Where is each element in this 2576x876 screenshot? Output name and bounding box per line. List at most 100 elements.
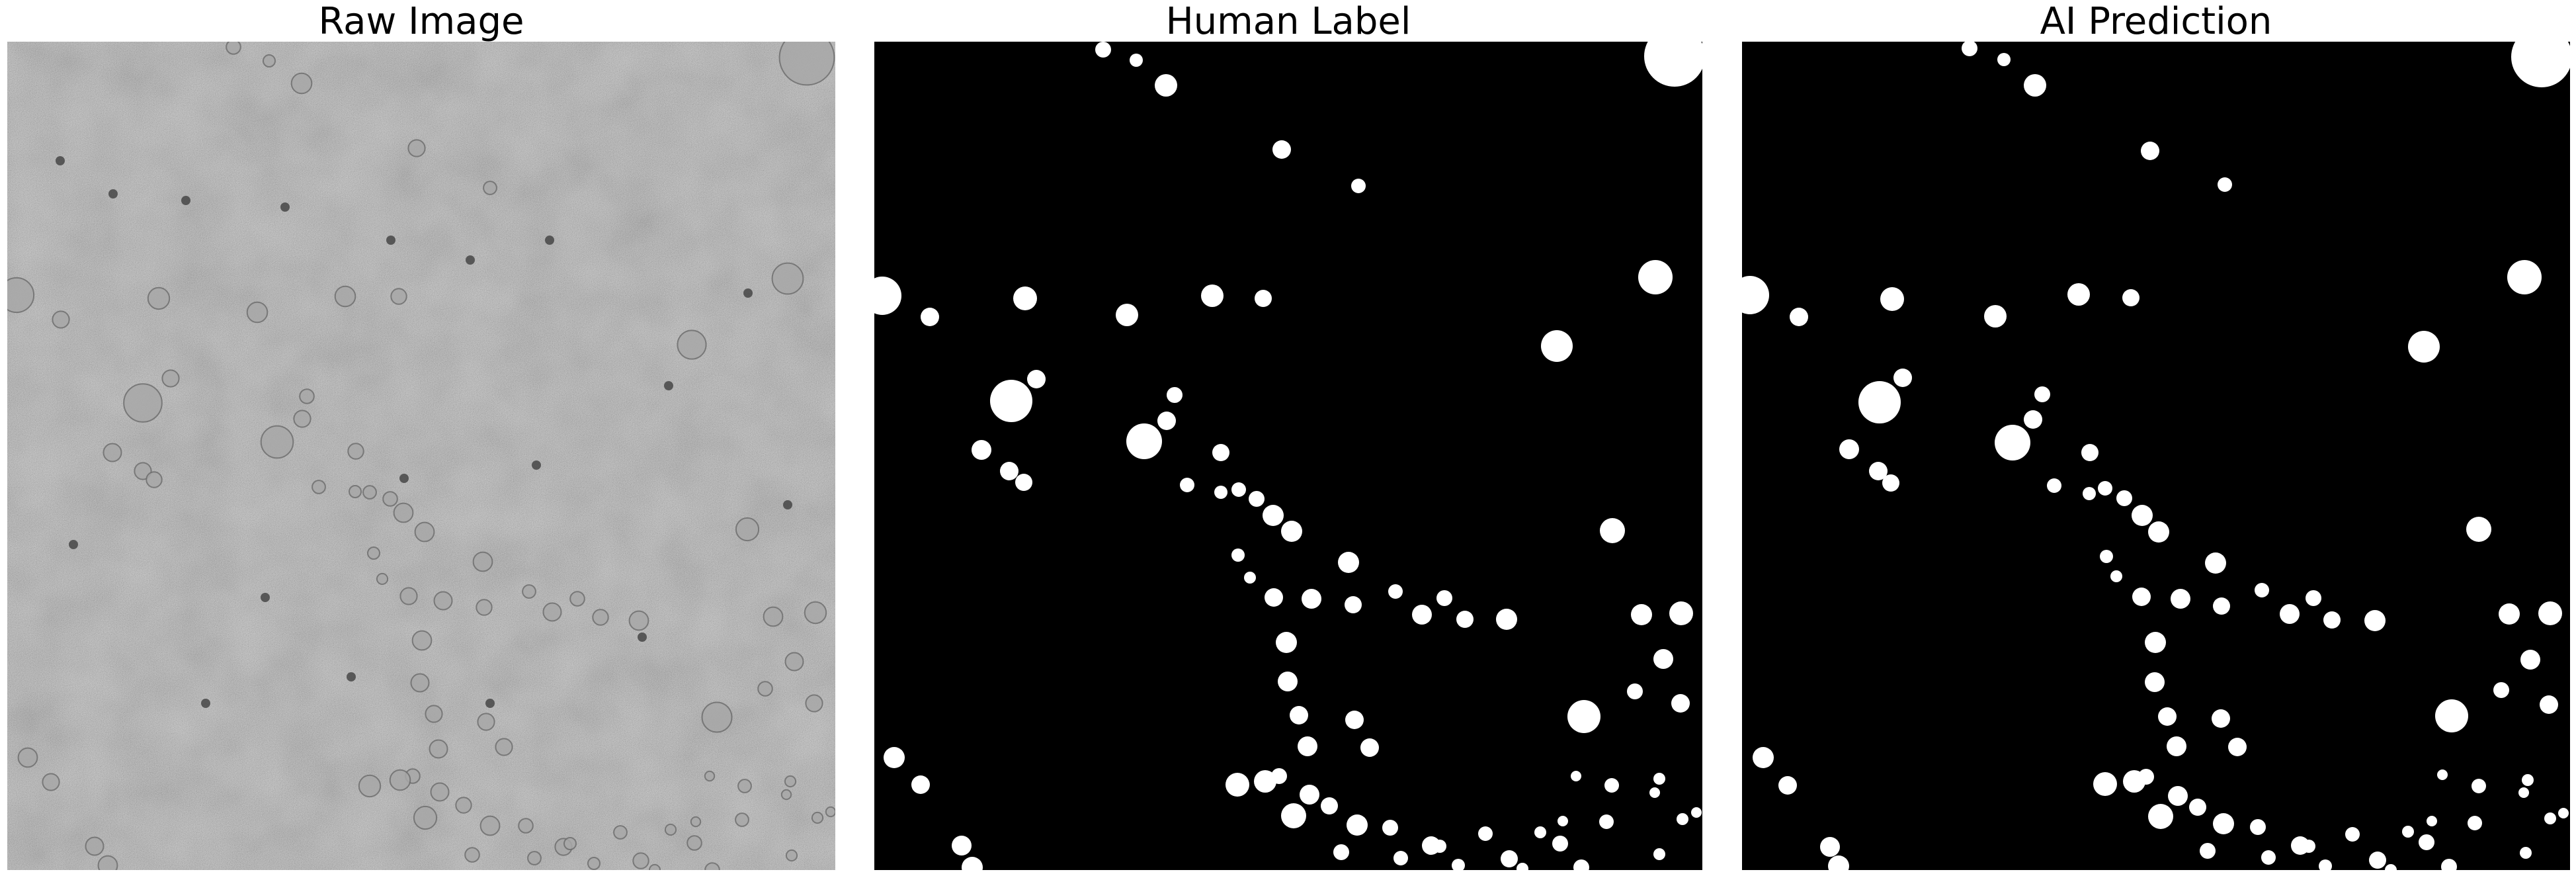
- panel-title: Raw Image: [318, 0, 524, 43]
- raw-speck: [664, 381, 673, 390]
- raw-particle: [455, 797, 472, 814]
- raw-particle: [52, 310, 70, 329]
- particle: [2538, 601, 2562, 625]
- raw-particle: [632, 852, 649, 869]
- particle: [2437, 769, 2448, 780]
- raw-particle: [411, 630, 433, 651]
- particle: [2518, 787, 2529, 798]
- raw-particle: [522, 584, 536, 599]
- raw-particle: [785, 849, 798, 862]
- particle: [1669, 601, 1693, 625]
- particle: [2024, 410, 2042, 429]
- particle: [1790, 308, 1808, 326]
- particle: [2302, 840, 2315, 853]
- raw-speck: [347, 672, 356, 681]
- raw-particle: [472, 551, 493, 572]
- particle: [1839, 439, 1859, 459]
- particle: [2093, 772, 2117, 796]
- particle: [2280, 604, 2300, 624]
- raw-particle: [393, 502, 414, 523]
- raw-particle: [367, 547, 380, 560]
- raw-speck: [783, 500, 792, 509]
- raw-particle: [7, 277, 35, 314]
- raw-speck: [261, 593, 270, 602]
- raw-particle: [784, 775, 797, 788]
- raw-particle: [123, 383, 163, 423]
- particle: [2098, 481, 2112, 496]
- raw-particle: [433, 591, 453, 611]
- raw-particle: [147, 286, 171, 310]
- particle: [1167, 387, 1183, 403]
- particle: [2250, 819, 2266, 835]
- raw-particle: [246, 301, 269, 324]
- raw-particle: [103, 443, 122, 462]
- particle: [2200, 843, 2216, 859]
- particle: [1345, 596, 1362, 613]
- particle: [2544, 812, 2556, 824]
- particle: [1631, 604, 1652, 625]
- particle: [1753, 747, 1774, 768]
- particle: [1571, 771, 1581, 781]
- raw-particle: [97, 855, 118, 870]
- raw-particle: [648, 863, 661, 870]
- particle: [1388, 584, 1403, 599]
- raw-particle: [376, 572, 389, 586]
- particle: [1333, 844, 1349, 860]
- particle: [2034, 386, 2050, 402]
- particle: [911, 775, 930, 794]
- raw-particle: [613, 825, 628, 840]
- particle: [2520, 650, 2540, 670]
- particle: [952, 836, 972, 855]
- raw-particle: [479, 815, 501, 836]
- particle: [2369, 852, 2386, 869]
- particle: [1347, 814, 1368, 836]
- raw-particle: [407, 139, 426, 157]
- raw-particle: [704, 770, 716, 782]
- particle: [2116, 490, 2132, 506]
- raw-particle: [429, 739, 448, 759]
- particle: [1254, 770, 1276, 793]
- raw-particle: [686, 835, 702, 851]
- raw-particle: [293, 410, 312, 428]
- particle: [2493, 682, 2509, 698]
- particle: [1600, 518, 1625, 543]
- particle: [1534, 826, 1546, 838]
- raw-particle: [413, 805, 438, 830]
- raw-particle: [334, 285, 356, 308]
- raw-particle: [389, 769, 411, 791]
- raw-particle: [825, 806, 835, 818]
- particle: [2158, 707, 2177, 726]
- particle: [1638, 260, 1673, 294]
- raw-particle: [701, 701, 733, 733]
- particle: [1255, 290, 1272, 307]
- particle: [1604, 778, 1619, 793]
- particle: [1212, 444, 1229, 461]
- particle: [921, 308, 939, 326]
- raw-particle: [780, 789, 792, 801]
- raw-particle: [425, 705, 443, 723]
- raw-speck: [743, 288, 753, 298]
- particle: [1893, 369, 1912, 387]
- raw-speck: [399, 474, 409, 483]
- particle: [2171, 589, 2190, 609]
- particle: [1433, 840, 1446, 853]
- raw-particle: [17, 747, 38, 768]
- particle: [2132, 505, 2153, 526]
- particle: [1278, 672, 1298, 691]
- particle: [2141, 142, 2159, 160]
- particle: [1157, 412, 1176, 430]
- particle: [1997, 53, 2011, 66]
- particle: [2148, 521, 2169, 543]
- raw-particle: [362, 485, 377, 500]
- particle: [1742, 276, 1769, 314]
- particle: [1778, 776, 1797, 795]
- particle: [1000, 462, 1018, 480]
- particle: [1231, 482, 1246, 497]
- raw-particle: [299, 388, 315, 404]
- particle: [2435, 699, 2468, 732]
- raw-particle: [811, 811, 824, 824]
- particle: [2228, 738, 2247, 756]
- particle: [1984, 305, 2007, 328]
- panel-ai-prediction: AI Prediction: [1742, 0, 2570, 876]
- particle: [1882, 474, 1899, 492]
